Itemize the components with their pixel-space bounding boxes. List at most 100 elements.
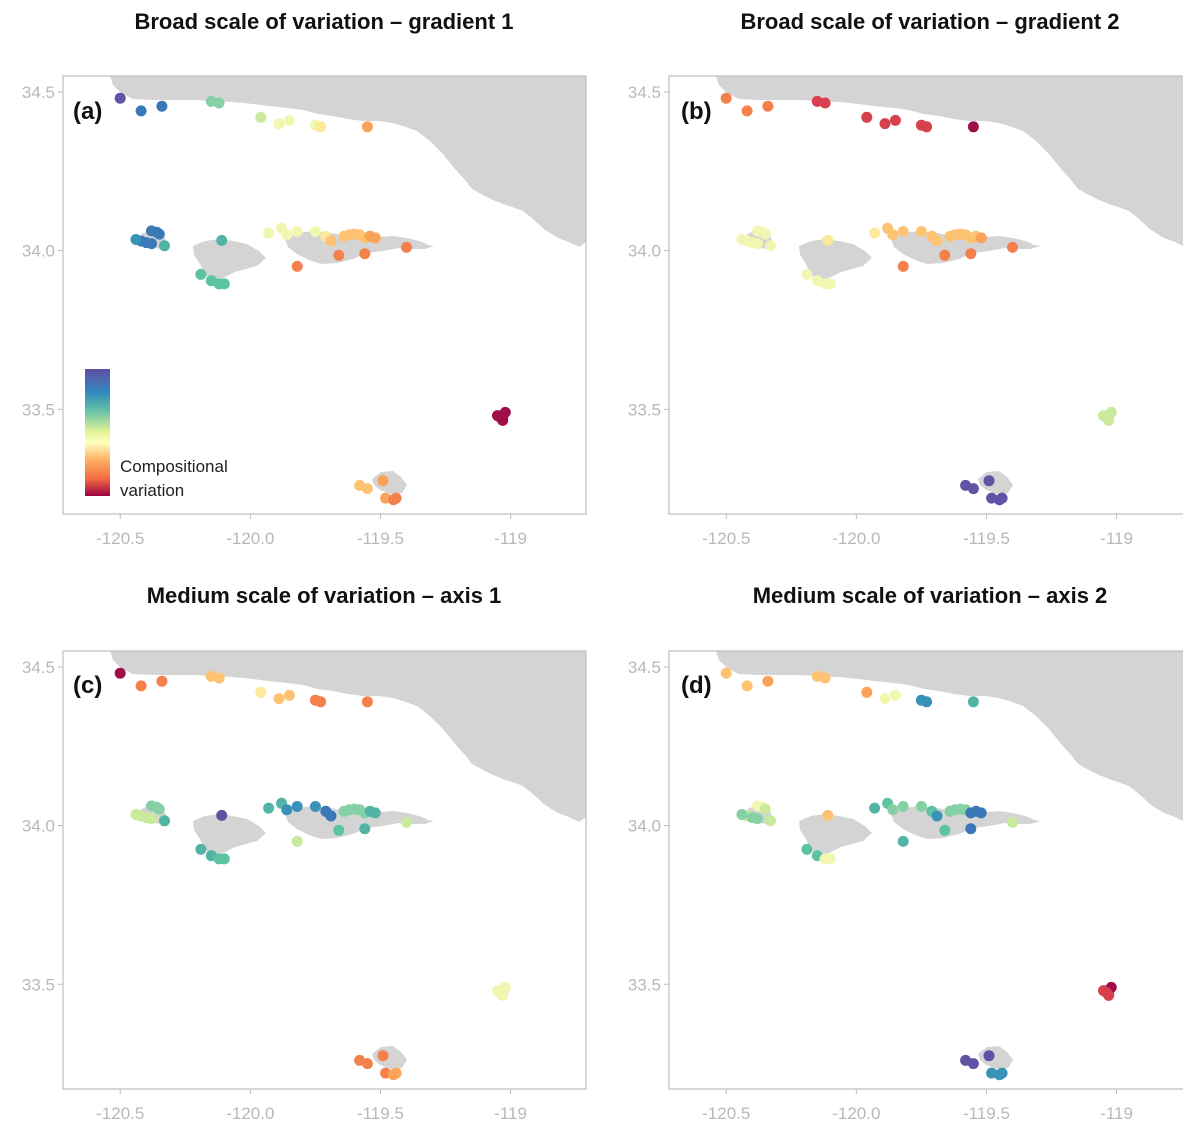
site-point-ne — [283, 114, 295, 126]
island-santa-rosa — [799, 814, 872, 855]
site-point-scn — [369, 232, 381, 244]
x-tick-label: -120.5 — [96, 529, 144, 548]
site-point-nw — [156, 100, 168, 112]
island-santa-rosa — [799, 239, 872, 280]
y-tick-label: 33.5 — [22, 400, 55, 419]
site-point-sbi — [996, 492, 1008, 504]
site-point-scn — [939, 249, 951, 261]
site-point-nc — [213, 672, 225, 684]
site-point-ne — [879, 693, 891, 705]
panel-b-tag: (b) — [681, 98, 712, 125]
site-point-scn — [915, 226, 927, 237]
site-point-smi — [130, 234, 142, 245]
site-point-scn — [1007, 241, 1018, 253]
site-point-ne — [921, 121, 933, 133]
site-point-smi — [759, 803, 771, 815]
site-point-scn — [309, 801, 321, 812]
site-point-sri — [195, 268, 207, 280]
island-santa-rosa — [193, 814, 266, 855]
site-point-scn — [281, 804, 293, 816]
site-point-nw — [741, 680, 753, 692]
site-point-scn — [897, 260, 909, 272]
site-point-scn — [291, 260, 303, 272]
mainland-coastline — [716, 651, 1183, 821]
site-point-nc — [213, 97, 225, 109]
y-tick-label: 33.5 — [22, 975, 55, 994]
site-point-scn — [897, 835, 909, 847]
site-point-scn — [359, 248, 371, 260]
legend-label-line2: variation — [120, 481, 184, 500]
map-frame — [62, 75, 587, 515]
x-tick-label: -119.5 — [357, 1104, 404, 1123]
site-point-smi — [765, 240, 776, 252]
panel-d-tag: (d) — [681, 672, 712, 699]
site-point-sri — [195, 843, 207, 855]
island-santa-rosa — [193, 239, 266, 280]
island-santa-cruz — [285, 231, 427, 264]
y-tick-label: 33.5 — [628, 400, 661, 419]
site-point-ne — [283, 689, 295, 701]
site-point-scn — [401, 241, 412, 253]
site-point-scn — [897, 226, 909, 237]
site-point-smi — [752, 813, 763, 825]
site-point-nc — [819, 672, 831, 684]
legend-label-line1: Compositional — [120, 457, 228, 476]
panel-b-title: Broad scale of variation – gradient 2 — [740, 9, 1119, 34]
site-point-sbi — [390, 492, 402, 504]
x-tick-label: -119.5 — [963, 1104, 1010, 1123]
site-point-smi — [159, 815, 170, 827]
site-point-scn — [291, 226, 303, 237]
site-point-ne — [861, 686, 873, 698]
panel-c-title: Medium scale of variation – axis 1 — [147, 583, 502, 608]
site-point-smi — [752, 238, 763, 250]
panel-c-map: -120.5 -120.0 -119.5 -119 34.5 34.0 33.5 — [22, 650, 587, 1123]
site-point-smi — [736, 809, 748, 820]
site-point-nw — [114, 667, 126, 679]
site-point-anac — [1100, 411, 1112, 423]
site-point-ne — [361, 121, 373, 133]
x-tick-label: -120.5 — [702, 1104, 750, 1123]
site-point-sri — [801, 843, 813, 855]
site-point-scn — [369, 807, 381, 819]
panel-a-tag: (a) — [73, 98, 102, 125]
site-point-ne — [255, 686, 267, 698]
site-point-ne — [967, 121, 979, 133]
map-frame — [668, 650, 1183, 1090]
panel-c-tag: (c) — [73, 672, 102, 699]
x-tick-label: -120.5 — [702, 529, 750, 548]
site-point-ne — [967, 696, 979, 708]
map-frame — [62, 650, 587, 1090]
site-point-nw — [135, 105, 147, 117]
x-tick-label: -119 — [1100, 1104, 1133, 1123]
site-point-scn — [965, 823, 977, 835]
site-point-sbi — [361, 1058, 373, 1070]
site-point-sbi — [983, 475, 995, 487]
site-point-ne — [315, 121, 327, 133]
y-tick-label: 34.0 — [22, 242, 55, 261]
site-point-scn — [897, 801, 909, 812]
site-point-ne — [255, 111, 267, 123]
site-point-ne — [861, 111, 873, 123]
site-point-scn — [931, 235, 943, 247]
site-point-ne — [361, 696, 373, 708]
site-point-ne — [889, 114, 901, 126]
panel-a-map: -120.5 -120.0 -119.5 -119 34.5 34.0 33.5 — [22, 75, 587, 548]
x-tick-label: -119.5 — [357, 529, 404, 548]
y-tick-label: 34.5 — [22, 83, 55, 102]
y-tick-label: 34.0 — [22, 817, 55, 836]
site-point-nw — [741, 105, 753, 117]
site-point-scn — [401, 816, 412, 828]
island-santa-cruz — [891, 806, 1033, 839]
site-point-sbi — [983, 1050, 995, 1062]
site-point-ne — [273, 118, 285, 130]
y-tick-label: 34.0 — [628, 817, 661, 836]
panel-a-title: Broad scale of variation – gradient 1 — [134, 9, 513, 34]
site-point-sri — [824, 278, 836, 290]
mainland-coastline — [110, 76, 586, 247]
site-point-sbi — [361, 483, 373, 495]
panel-b-map: -120.5 -120.0 -119.5 -119 34.5 34.0 33.5 — [628, 75, 1183, 548]
site-point-anac — [494, 986, 506, 998]
site-point-sri — [801, 268, 813, 280]
site-point-sri — [216, 809, 228, 821]
site-point-nw — [135, 680, 147, 692]
